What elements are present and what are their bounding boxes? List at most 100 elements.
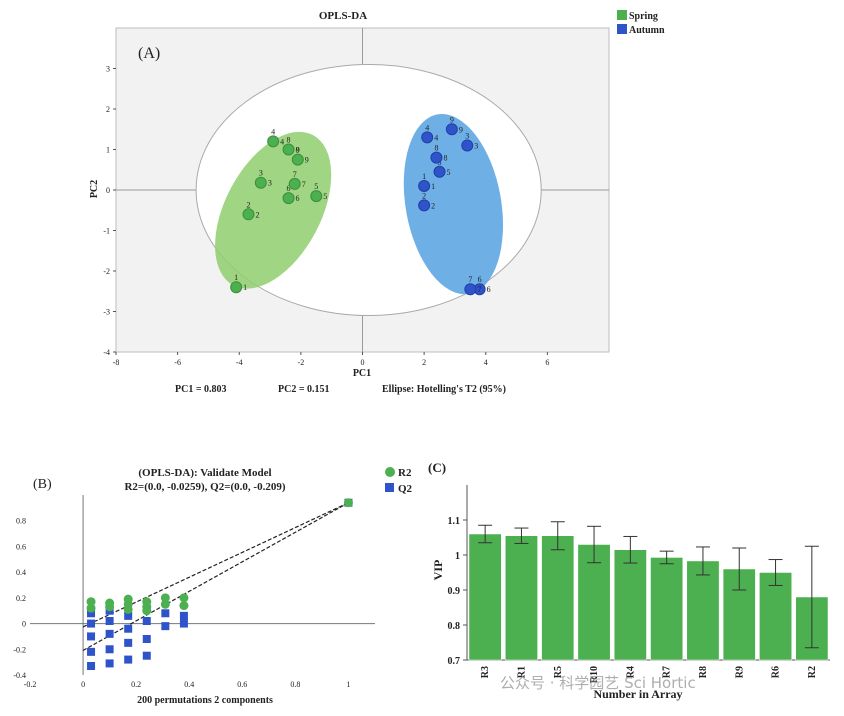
- category-label: R4: [625, 666, 636, 678]
- data-point-label: 1: [422, 172, 426, 181]
- spring-group-ellipse: [215, 131, 332, 289]
- vip-bar: [650, 557, 684, 661]
- q2-point: [161, 609, 170, 618]
- y-tick-label: -0.4: [13, 671, 26, 680]
- x-tick-label: 4: [484, 358, 488, 367]
- data-point: [282, 143, 295, 156]
- panel-a-ylabel: PC2: [89, 180, 100, 198]
- q2-point: [105, 629, 114, 638]
- q2-point: [87, 662, 96, 670]
- data-point: [282, 192, 295, 205]
- y-tick-label: 0.6: [16, 542, 26, 551]
- panel-a-annotation-pc1: PC1 = 0.803: [175, 384, 227, 395]
- vip-bar: [759, 572, 792, 661]
- r2-point: [160, 593, 170, 603]
- x-tick-label: -4: [236, 358, 243, 367]
- y-tick-label: 2: [106, 105, 110, 114]
- x-tick-label: 0.6: [237, 680, 247, 689]
- legend-swatch-spring: [617, 10, 627, 20]
- category-label: R2: [807, 666, 818, 678]
- data-point-label: 1: [234, 273, 238, 282]
- autumn-group-ellipse: [403, 114, 504, 295]
- y-tick-label: 0: [106, 186, 110, 195]
- data-point: [433, 165, 446, 178]
- data-point-label: 8: [434, 144, 438, 153]
- legend-label-r2: R2: [398, 467, 412, 479]
- y-tick-label: 0.8: [448, 621, 461, 632]
- data-point: [418, 199, 431, 212]
- data-point-label: 2: [246, 200, 250, 209]
- r2-point: [86, 597, 96, 607]
- data-point-label: 9: [450, 115, 454, 124]
- panel-c-plot-area: 0.7 0.8 0.9 1 1.1 R3 R1 R5 R10 R4 R7 R8 R9 R6 R2: [448, 485, 830, 683]
- data-point-label: 5: [314, 182, 318, 191]
- panel-a-title: OPLS-DA: [319, 10, 367, 22]
- q2-point: [161, 622, 170, 631]
- y-tick-label: -3: [103, 308, 110, 317]
- q2-point: [142, 635, 151, 643]
- data-point: [310, 190, 323, 203]
- q2-point: [87, 619, 96, 628]
- legend-label-spring: Spring: [629, 11, 658, 22]
- q2-point: [87, 647, 96, 656]
- legend-label-q2: Q2: [398, 483, 413, 495]
- r2-point: [142, 606, 152, 616]
- r2-point: [105, 602, 115, 612]
- x-tick-label: 2: [422, 358, 426, 367]
- data-point-label: 5: [447, 168, 451, 177]
- data-point-label: 5: [323, 192, 327, 201]
- y-tick-label: 0.8: [16, 517, 26, 526]
- panel-c-label: (C): [428, 460, 446, 475]
- q2-point: [105, 645, 114, 654]
- q2-point: [179, 611, 188, 620]
- q2-point: [179, 619, 188, 628]
- data-point-label: 2: [255, 210, 259, 219]
- y-tick-label: -0.2: [13, 645, 26, 654]
- panel-a-annotation-pc2: PC2 = 0.151: [278, 384, 330, 395]
- legend-label-autumn: Autumn: [629, 25, 665, 36]
- panel-a-annotation-ellipse: Ellipse: Hotelling's T2 (95%): [382, 384, 506, 395]
- q2-point: [124, 624, 133, 633]
- q2-point: [105, 659, 114, 668]
- panel-a-xlabel: PC1: [353, 368, 371, 379]
- category-label: R1: [516, 666, 527, 678]
- r2-point: [160, 599, 170, 609]
- data-point-label: 1: [243, 283, 247, 292]
- q2-point: [142, 651, 151, 660]
- y-tick-label: 1: [106, 146, 110, 155]
- panel-a-chart: OPLS-DA -8 -6 -4 -2 0 2 4 6-4-3-2-1012311223344…: [89, 10, 665, 395]
- panel-b-chart: (B) (OPLS-DA): Validate Model R2=(0.0, -…: [13, 467, 413, 706]
- q2-point: [124, 655, 133, 664]
- x-tick-label: 1: [346, 680, 350, 689]
- data-point: [288, 177, 301, 190]
- q2-point: [87, 609, 96, 618]
- data-point: [418, 179, 431, 192]
- data-point-label: 7: [468, 275, 472, 284]
- x-tick-label: -2: [298, 358, 305, 367]
- vip-bar: [541, 535, 575, 661]
- data-point: [242, 208, 255, 221]
- panel-b-title: (OPLS-DA): Validate Model: [138, 467, 271, 479]
- data-point: [421, 131, 434, 144]
- vip-bar: [505, 535, 538, 661]
- y-tick-label: -4: [103, 348, 110, 357]
- x-tick-label: -0.2: [24, 680, 37, 689]
- data-point-label: 6: [296, 194, 300, 203]
- x-tick-label: 0.2: [131, 680, 141, 689]
- regression-line: [82, 502, 349, 651]
- r2-point: [179, 593, 189, 603]
- y-tick-label: 1: [455, 551, 460, 562]
- panel-a-label: (A): [138, 45, 160, 62]
- data-point-label: 9: [305, 156, 309, 165]
- data-point-label: 9: [296, 146, 300, 155]
- r2-point: [343, 498, 353, 508]
- category-label: R7: [662, 666, 673, 678]
- data-point-label: 8: [296, 146, 300, 155]
- q2-point: [105, 617, 114, 625]
- panel-b-xlabel: 200 permutations 2 components: [137, 695, 273, 706]
- data-point-label: 4: [434, 133, 438, 142]
- q2-point: [87, 632, 96, 641]
- data-point: [230, 281, 243, 294]
- data-point-label: 3: [268, 179, 272, 188]
- category-label: R3: [480, 666, 491, 678]
